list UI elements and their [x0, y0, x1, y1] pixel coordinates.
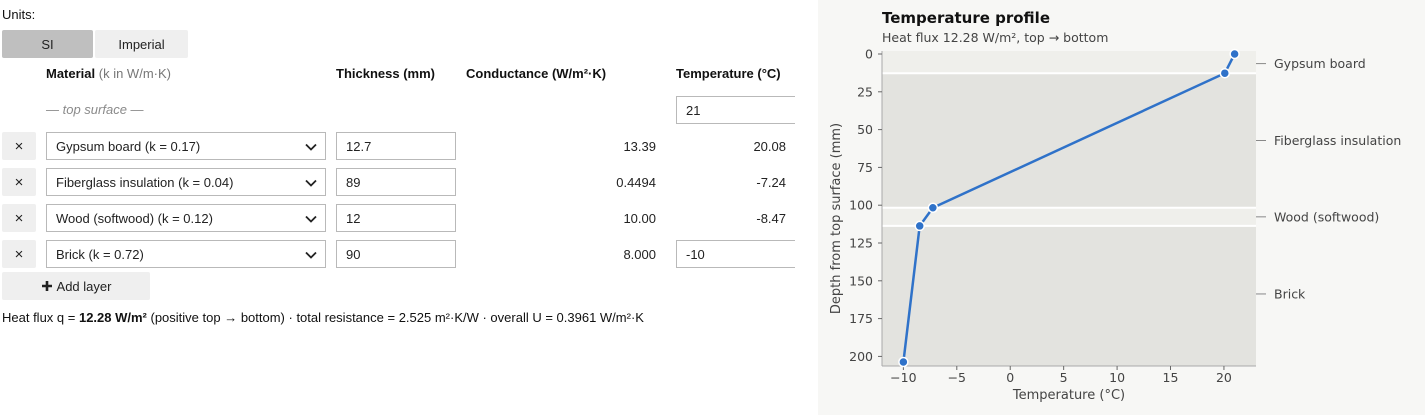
conductance-value: 13.39 [623, 139, 656, 154]
y-tick-label: 100 [849, 198, 873, 213]
material-select[interactable]: Brick (k = 0.72) [46, 240, 326, 268]
material-select-value: Brick (k = 0.72) [56, 246, 144, 262]
layer-label: Brick [1274, 286, 1306, 301]
heat-flux-value: 12.28 W/m² [78, 310, 147, 325]
profile-point [1219, 67, 1231, 79]
material-header-note: (k in W/m·K) [98, 66, 171, 81]
remove-layer-button[interactable]: × [2, 204, 36, 232]
material-select[interactable]: Gypsum board (k = 0.17) [46, 132, 326, 160]
y-tick-label: 200 [849, 349, 873, 364]
temperature-value: -8.47 [756, 211, 786, 226]
plus-icon [41, 281, 52, 291]
y-tick-label: 175 [849, 311, 873, 326]
conductance-value: 0.4494 [616, 175, 656, 190]
temperature-value: 20.08 [753, 139, 786, 154]
y-tick-label: 0 [865, 47, 873, 62]
conductance-header: Conductance (W/m²·K) [466, 66, 607, 81]
chevron-down-icon [305, 251, 317, 259]
unit-si-button[interactable]: SI [2, 30, 93, 58]
summary-details: (positive top → bottom) · total resistan… [146, 310, 644, 325]
unit-imperial-button[interactable]: Imperial [95, 30, 188, 58]
layer-label: Gypsum board [1274, 56, 1366, 71]
layer-label: Wood (softwood) [1274, 209, 1379, 224]
y-axis-label: Depth from top surface (mm) [829, 123, 844, 314]
x-tick-label: −5 [948, 370, 966, 385]
layer-band [882, 51, 1256, 74]
profile-point [898, 356, 909, 368]
x-tick-label: 10 [1109, 370, 1125, 385]
thickness-input[interactable]: 12.7 [336, 132, 456, 160]
material-select-value: Wood (softwood) (k = 0.12) [56, 210, 213, 226]
profile-point [927, 202, 939, 214]
x-axis-label: Temperature (°C) [1012, 388, 1125, 403]
y-tick-label: 50 [857, 122, 873, 137]
layer-label: Fiberglass insulation [1274, 133, 1401, 148]
temperature-value: -7.24 [756, 175, 786, 190]
temperature-header: Temperature (°C) [676, 66, 781, 81]
conductance-value: 10.00 [623, 211, 656, 226]
add-layer-button[interactable]: Add layer [2, 272, 150, 300]
layer-band [882, 225, 1256, 366]
remove-layer-button[interactable]: × [2, 132, 36, 160]
add-layer-label: Add layer [56, 278, 112, 294]
thickness-input[interactable]: 90 [336, 240, 456, 268]
x-tick-label: −10 [890, 370, 916, 385]
chart-subtitle: Heat flux 12.28 W/m², top → bottom [882, 30, 1109, 45]
material-select-value: Fiberglass insulation (k = 0.04) [56, 174, 234, 190]
y-tick-label: 25 [857, 84, 873, 99]
chevron-down-icon [305, 143, 317, 151]
material-select[interactable]: Wood (softwood) (k = 0.12) [46, 204, 326, 232]
units-label: Units: [2, 7, 36, 22]
x-tick-label: 5 [1060, 370, 1068, 385]
chevron-down-icon [305, 179, 317, 187]
chart-title: Temperature profile [882, 9, 1050, 27]
y-tick-label: 75 [857, 160, 873, 175]
y-tick-label: 125 [849, 236, 873, 251]
top-surface-label: — top surface — [46, 102, 144, 117]
x-tick-label: 20 [1216, 370, 1232, 385]
bottom-surface-temperature-input[interactable]: -10 [676, 240, 795, 268]
top-surface-temperature-input[interactable]: 21 [676, 96, 795, 124]
material-header-label: Material [46, 66, 96, 81]
summary-line: Heat flux q = 12.28 W/m² (positive top →… [2, 310, 644, 325]
y-tick-label: 150 [849, 273, 873, 288]
summary-prefix: Heat flux q = [2, 310, 79, 325]
layer-band [882, 207, 1256, 226]
chevron-down-icon [305, 215, 317, 223]
remove-layer-button[interactable]: × [2, 240, 36, 268]
x-tick-label: 15 [1163, 370, 1179, 385]
remove-layer-button[interactable]: × [2, 168, 36, 196]
material-select-value: Gypsum board (k = 0.17) [56, 138, 201, 154]
conductance-value: 8.000 [623, 247, 656, 262]
thickness-header: Thickness (mm) [336, 66, 435, 81]
layer-band [882, 73, 1256, 208]
profile-point [1229, 48, 1240, 60]
material-select[interactable]: Fiberglass insulation (k = 0.04) [46, 168, 326, 196]
thickness-input[interactable]: 12 [336, 204, 456, 232]
x-tick-label: 0 [1006, 370, 1014, 385]
thickness-input[interactable]: 89 [336, 168, 456, 196]
material-header: Material (k in W/m·K) [46, 66, 171, 81]
profile-point [914, 220, 925, 232]
